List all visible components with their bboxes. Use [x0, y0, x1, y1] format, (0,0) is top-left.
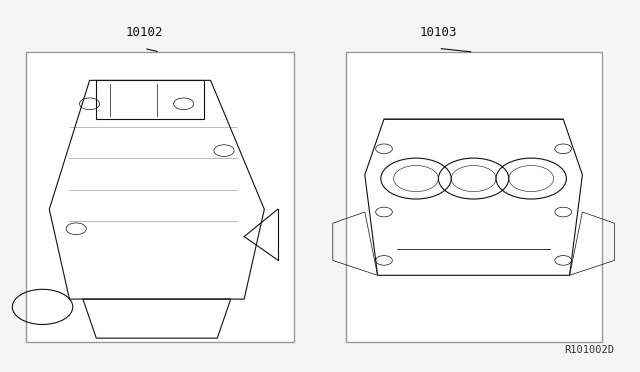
Text: R101002D: R101002D: [564, 345, 614, 355]
Bar: [346, 52, 602, 342]
Text: 10103: 10103: [420, 26, 457, 39]
Bar: [26, 52, 294, 342]
Text: 10102: 10102: [125, 26, 163, 39]
